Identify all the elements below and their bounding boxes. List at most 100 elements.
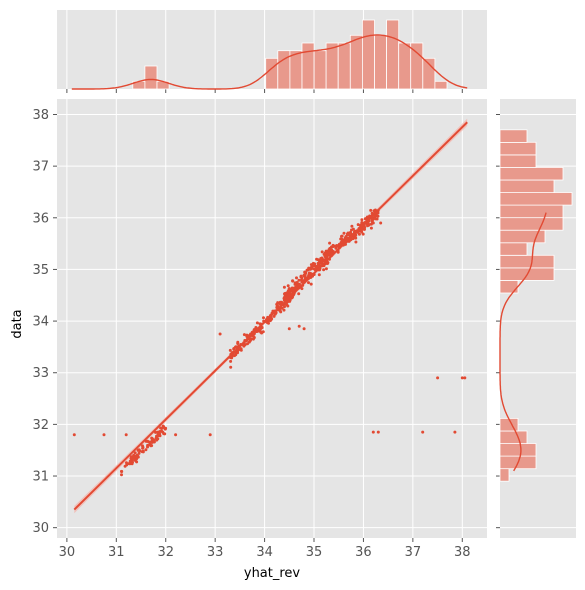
scatter-point [163, 432, 167, 436]
scatter-point [311, 264, 315, 268]
scatter-point-outlier [72, 433, 76, 437]
scatter-point [324, 267, 328, 271]
scatter-point [327, 251, 330, 255]
scatter-point [159, 426, 163, 430]
scatter-point [307, 281, 310, 285]
x-histogram-bar [422, 57, 436, 90]
scatter-point-outlier [287, 327, 291, 331]
y-histogram-bar [499, 179, 555, 194]
y-tick-label: 33 [32, 366, 49, 381]
x-histogram-bar [313, 50, 327, 90]
x-histogram-bar [144, 65, 158, 90]
scatter-point [297, 278, 301, 282]
scatter-point [134, 454, 138, 458]
y-tick-label: 32 [32, 418, 49, 433]
scatter-point [251, 337, 255, 341]
scatter-point [357, 232, 361, 236]
y-histogram-bar [499, 129, 528, 143]
scatter-point-outlier [453, 430, 457, 434]
scatter-point [354, 233, 358, 237]
scatter-point [137, 451, 141, 455]
scatter-point-outlier [218, 332, 222, 336]
scatter-point [234, 353, 238, 357]
scatter-point [283, 305, 286, 309]
scatter-point [331, 243, 335, 247]
scatter-point [229, 359, 233, 363]
scatter-point [163, 427, 167, 431]
y-axis-label: data [10, 309, 25, 338]
scatter-point [141, 444, 144, 448]
scatter-point [128, 459, 132, 463]
scatter-point [269, 318, 273, 322]
x-tick-label: 37 [405, 545, 422, 560]
scatter-point [338, 242, 342, 246]
scatter-point [354, 240, 358, 244]
scatter-point [120, 470, 124, 473]
scatter-point [303, 273, 307, 276]
y-tick-label: 34 [32, 315, 49, 330]
scatter-point [275, 302, 279, 306]
scatter-point [160, 429, 164, 433]
regression-line [73, 121, 468, 511]
scatter-point [322, 268, 326, 272]
scatter-point [316, 264, 320, 268]
scatter-point [375, 217, 379, 221]
x-histogram-bar [361, 19, 375, 90]
scatter-point [328, 241, 332, 245]
scatter-point [282, 285, 286, 289]
scatter-point [146, 443, 150, 447]
scatter-point [320, 260, 323, 264]
y-tick-label: 37 [32, 160, 49, 175]
x-tick-label: 33 [207, 545, 224, 560]
x-histogram-bar [325, 42, 339, 90]
scatter-point [356, 223, 360, 227]
scatter-point [359, 229, 363, 233]
scatter-point [340, 240, 344, 244]
scatter-point [299, 274, 303, 278]
y-tick-label: 35 [32, 263, 49, 278]
scatter-point [361, 232, 365, 236]
x-tick-label: 38 [454, 545, 471, 560]
scatter-point [236, 340, 240, 344]
scatter-point [242, 333, 246, 337]
scatter-point [228, 348, 232, 352]
scatter-point [340, 234, 344, 238]
x-histogram-bar [265, 57, 279, 90]
scatter-point [351, 227, 355, 231]
scatter-point [335, 244, 339, 248]
scatter-point [295, 281, 299, 284]
y-histogram-bar [499, 430, 528, 445]
scatter-point [288, 289, 292, 293]
scatter-point [255, 321, 259, 325]
y-histogram-bar [499, 204, 564, 219]
y-histogram-bar [499, 166, 564, 181]
y-histogram-bar [499, 443, 537, 457]
scatter-point [304, 276, 308, 280]
y-histogram-bar [499, 154, 537, 168]
x-histogram-bar [337, 42, 351, 90]
scatter-point [354, 236, 358, 240]
scatter-point [291, 279, 295, 283]
x-kde-curve [71, 34, 468, 90]
scatter-point [249, 338, 253, 342]
scatter-point-outlier [297, 324, 301, 328]
scatter-point-outlier [421, 430, 425, 434]
scatter-point [307, 273, 311, 277]
x-axis-label: yhat_rev [244, 566, 301, 581]
scatter-point-outlier [371, 430, 375, 434]
scatter-point [133, 451, 137, 455]
scatter-point [278, 302, 282, 306]
scatter-point [309, 282, 313, 286]
y-histogram-bar [499, 192, 573, 206]
scatter-point [285, 303, 289, 307]
scatter-point-outlier [460, 376, 464, 380]
x-tick-label: 31 [108, 545, 125, 560]
x-marginal-histogram-panel [57, 10, 487, 93]
x-tick-label: 35 [306, 545, 323, 560]
scatter-point [162, 425, 166, 429]
scatter-point [303, 270, 307, 274]
scatter-point [327, 248, 331, 252]
scatter-point-outlier [376, 430, 380, 434]
x-histogram-bar [349, 34, 363, 90]
y-tick-label: 30 [32, 521, 49, 536]
